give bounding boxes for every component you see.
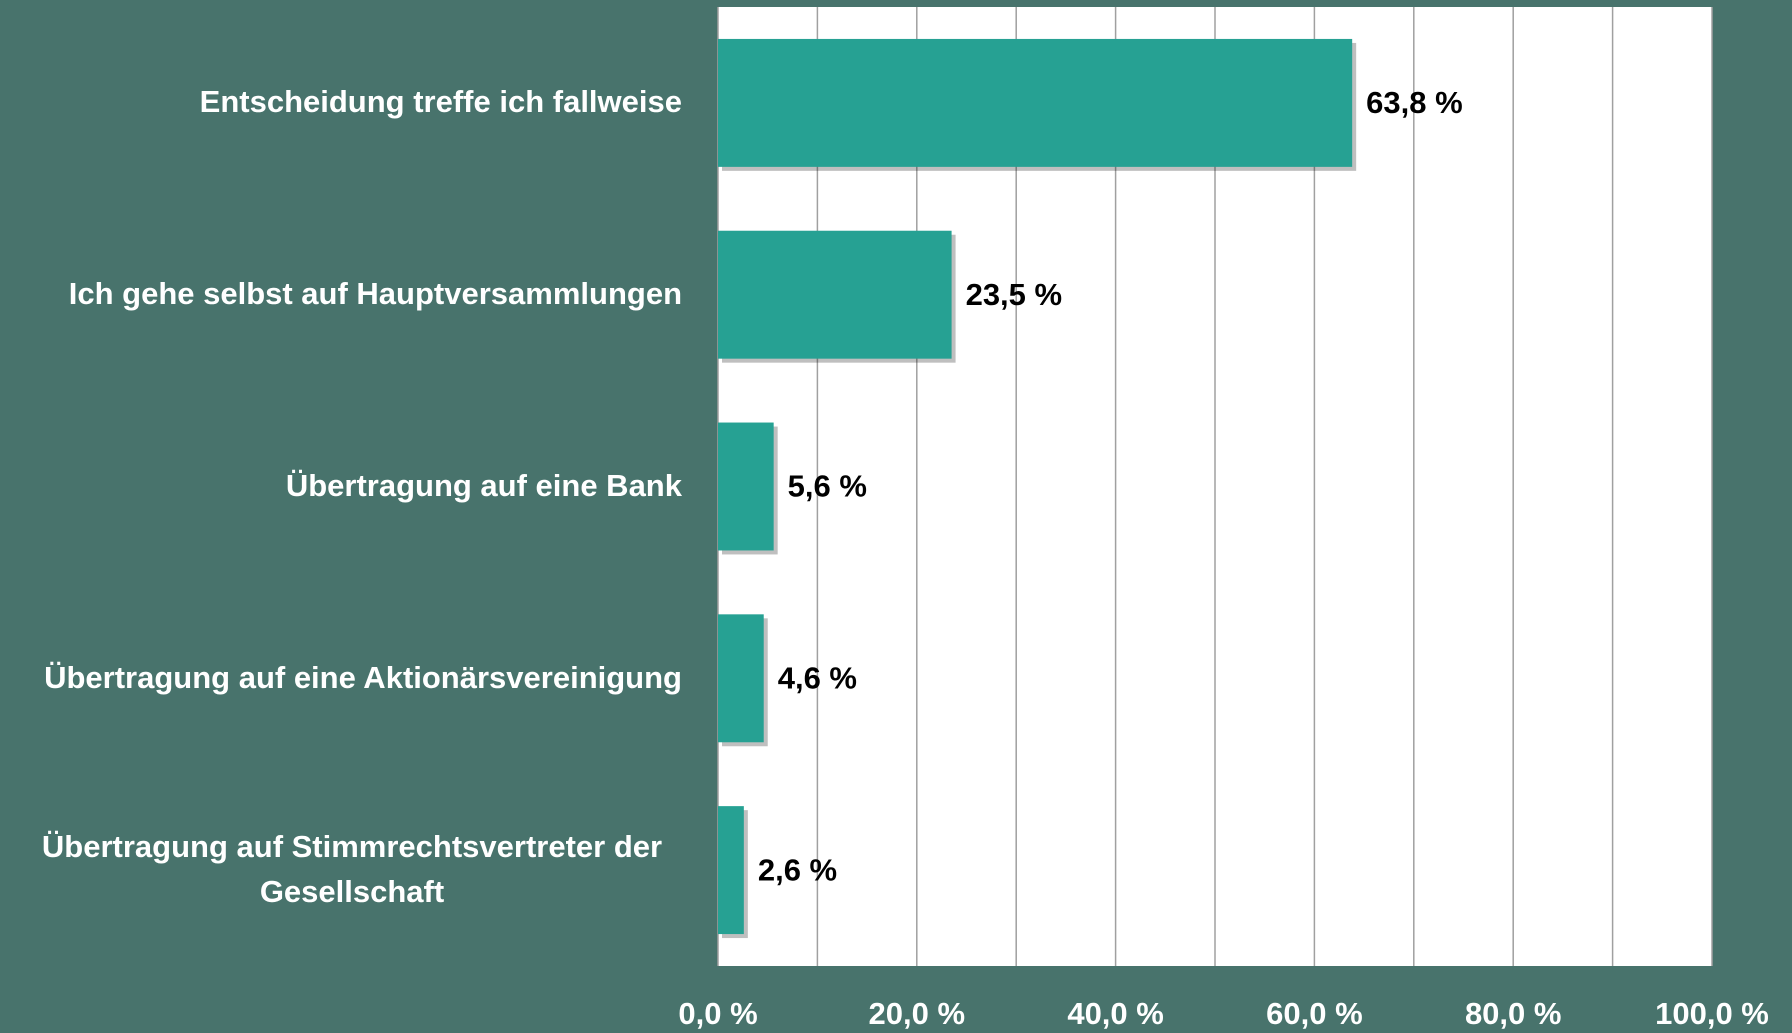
x-tick-label: 40,0 % xyxy=(1067,996,1164,1031)
value-label: 4,6 % xyxy=(778,660,857,695)
value-label: 63,8 % xyxy=(1366,85,1463,120)
category-text: Übertragung auf eine Aktionärsvereinigun… xyxy=(44,659,682,695)
value-label: 2,6 % xyxy=(758,852,837,887)
x-tick-label: 0,0 % xyxy=(678,996,757,1031)
bar xyxy=(718,38,1353,167)
category-text: Ich gehe selbst auf Hauptversammlungen xyxy=(68,276,682,312)
x-tick-label: 100,0 % xyxy=(1655,996,1769,1031)
bar xyxy=(718,230,952,359)
value-label: 5,6 % xyxy=(788,469,867,504)
bar xyxy=(718,614,764,743)
bar xyxy=(718,806,744,935)
x-tick-label: 20,0 % xyxy=(869,996,966,1031)
category-label: Übertragung auf Stimmrechtsvertreter der… xyxy=(0,774,682,966)
category-label: Ich gehe selbst auf Hauptversammlungen xyxy=(0,199,682,391)
category-text: Entscheidung treffe ich fallweise xyxy=(199,84,682,120)
value-label: 23,5 % xyxy=(966,277,1063,312)
x-tick-label: 80,0 % xyxy=(1465,996,1562,1031)
category-label: Entscheidung treffe ich fallweise xyxy=(0,7,682,199)
category-label: Übertragung auf eine Aktionärsvereinigun… xyxy=(0,582,682,774)
category-text: Übertragung auf eine Bank xyxy=(285,468,682,504)
category-text: Übertragung auf Stimmrechtsvertreter der… xyxy=(41,829,663,910)
x-tick-label: 60,0 % xyxy=(1266,996,1363,1031)
bar xyxy=(718,422,774,551)
category-label: Übertragung auf eine Bank xyxy=(0,391,682,583)
